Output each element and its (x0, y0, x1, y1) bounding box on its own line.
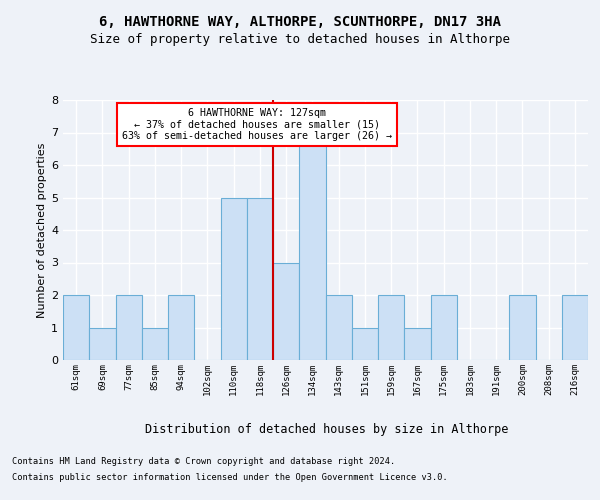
Bar (115, 295, 142, 360)
Text: 6, HAWTHORNE WAY, ALTHORPE, SCUNTHORPE, DN17 3HA: 6, HAWTHORNE WAY, ALTHORPE, SCUNTHORPE, … (99, 15, 501, 29)
Bar (352, 328, 378, 360)
Text: Distribution of detached houses by size in Althorpe: Distribution of detached houses by size … (145, 422, 509, 436)
Text: 6 HAWTHORNE WAY: 127sqm
← 37% of detached houses are smaller (15)
63% of semi-de: 6 HAWTHORNE WAY: 127sqm ← 37% of detache… (122, 108, 392, 141)
Bar (404, 328, 431, 360)
Bar (299, 132, 325, 360)
Bar (273, 262, 299, 360)
Text: Size of property relative to detached houses in Althorpe: Size of property relative to detached ho… (90, 32, 510, 46)
Bar (89, 328, 115, 360)
Bar (509, 295, 536, 360)
Text: Contains HM Land Registry data © Crown copyright and database right 2024.: Contains HM Land Registry data © Crown c… (12, 458, 395, 466)
Bar (221, 198, 247, 360)
Bar (562, 295, 588, 360)
Bar (378, 295, 404, 360)
Bar (168, 295, 194, 360)
Text: Contains public sector information licensed under the Open Government Licence v3: Contains public sector information licen… (12, 472, 448, 482)
Bar (63, 295, 89, 360)
Bar (142, 328, 168, 360)
Y-axis label: Number of detached properties: Number of detached properties (37, 142, 47, 318)
Bar (325, 295, 352, 360)
Bar (247, 198, 273, 360)
Bar (431, 295, 457, 360)
